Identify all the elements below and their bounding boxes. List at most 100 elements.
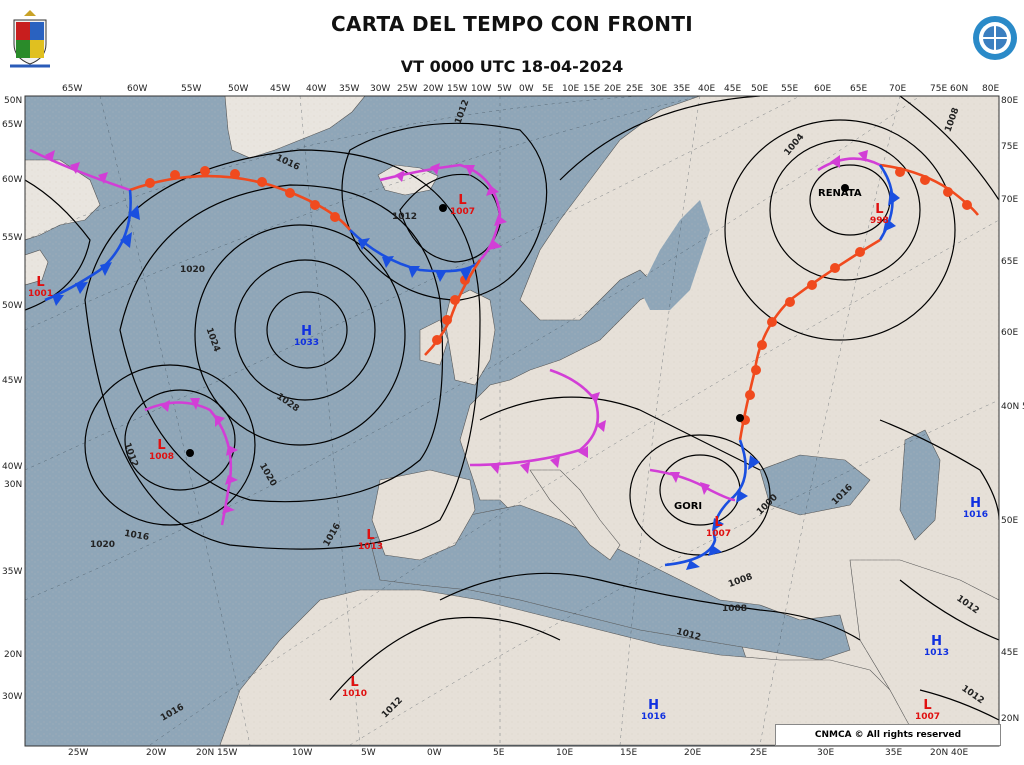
isobar-eu-1 <box>479 396 761 471</box>
tick-top: 55W <box>181 84 202 94</box>
pressure-center-low: L 1007 <box>450 193 476 217</box>
tick-top: 35W <box>339 84 360 94</box>
tick-top: 60E <box>814 84 832 94</box>
isobar-north-2 <box>899 96 999 201</box>
tick-left: 60W <box>2 175 23 185</box>
tick-top: 65E <box>850 84 868 94</box>
tick-bottom: 20N 40E <box>930 748 969 758</box>
tick-bottom: 15E <box>620 748 638 758</box>
tick-top: 80E <box>982 84 1000 94</box>
pressure-center-low: L 1010 <box>342 675 368 699</box>
tick-left: 20N <box>4 650 23 660</box>
tick-right: 50E <box>1001 516 1019 526</box>
tick-top: 50W <box>228 84 249 94</box>
pressure-center-high: H 1016 <box>963 496 989 520</box>
tick-left: 30W <box>2 692 23 702</box>
tick-top: 55E <box>781 84 799 94</box>
tick-bottom: 35E <box>885 748 903 758</box>
tick-right: 75E <box>1001 142 1019 152</box>
center-dots <box>186 184 849 457</box>
tick-left: 45W <box>2 376 23 386</box>
tick-bottom: 5E <box>493 748 505 758</box>
isobar-renata-2 <box>769 139 921 281</box>
isobar-low-ice-1 <box>399 173 501 263</box>
tick-left: 50N <box>4 96 23 106</box>
tick-right: 60E <box>1001 328 1019 338</box>
tick-bottom: 10E <box>556 748 574 758</box>
copyright-credit: CNMCA © All rights reserved <box>775 724 1001 746</box>
isobar-low-atl-1 <box>124 389 236 491</box>
tick-top: 15E <box>583 84 601 94</box>
tick-top: 70E <box>889 84 907 94</box>
isobar-low-ice-2 <box>341 122 548 301</box>
pressure-center-high: H 1013 <box>924 634 950 658</box>
tick-right: 80E <box>1001 96 1019 106</box>
tick-top: 25W <box>397 84 418 94</box>
pressure-center-low: L 1001 <box>28 275 54 299</box>
tick-left: 55W <box>2 233 23 243</box>
tick-bottom: 25E <box>750 748 768 758</box>
tick-left: 40W <box>2 462 23 472</box>
tick-top: 20E <box>604 84 622 94</box>
pressure-center-low-gori: L 1007 <box>706 515 732 539</box>
pressure-center-low: L 1013 <box>358 528 384 552</box>
front-occluded-3 <box>144 401 233 526</box>
land-masses <box>25 96 999 746</box>
tick-top: 10E <box>562 84 580 94</box>
tick-top: 5W <box>497 84 512 94</box>
tick-bottom: 30E <box>817 748 835 758</box>
front-occluded-2 <box>379 163 502 261</box>
isobar-high-3 <box>194 224 406 446</box>
map-valid-time: VT 0000 UTC 18-04-2024 <box>400 57 624 76</box>
isobar-eu-2 <box>439 572 861 641</box>
tick-bottom: 20E <box>684 748 702 758</box>
tick-right: 40N 55E <box>1001 402 1024 412</box>
pressure-center-low-renata: L 998 <box>870 202 889 226</box>
tick-left: 30N <box>4 480 23 490</box>
map-frame <box>24 95 1000 747</box>
air-force-crest-icon <box>10 10 50 68</box>
tick-top: 15W <box>447 84 468 94</box>
tick-top: 40W <box>306 84 327 94</box>
isobar-high-4 <box>119 184 444 503</box>
isobar-east-1 <box>879 419 999 521</box>
tick-top: 20W <box>423 84 444 94</box>
tick-top: 60W <box>127 84 148 94</box>
tick-top: 45W <box>270 84 291 94</box>
isobar-east-2 <box>899 579 999 641</box>
tick-left: 50W <box>2 301 23 311</box>
tick-top: 50E <box>751 84 769 94</box>
graticule <box>25 96 999 746</box>
tick-top: 5E <box>542 84 554 94</box>
meteorology-service-logo-icon <box>973 16 1017 60</box>
map-title: CARTA DEL TEMPO CON FRONTI <box>330 12 694 36</box>
tick-top: 25E <box>626 84 644 94</box>
tick-right: 70E <box>1001 195 1019 205</box>
tick-right: 45E <box>1001 648 1019 658</box>
tick-top: 40E <box>698 84 716 94</box>
tick-bottom: 5W <box>361 748 376 758</box>
storm-name-gori: GORI <box>674 501 703 512</box>
isobar-renata-3 <box>724 119 956 341</box>
tick-top: 65W <box>62 84 83 94</box>
storm-name-renata: RENATA <box>818 188 862 199</box>
tick-bottom: 20N 15W <box>196 748 238 758</box>
tick-bottom: 20W <box>146 748 167 758</box>
isobar-label: 1020 <box>90 540 116 550</box>
front-occluded-5 <box>817 157 881 172</box>
front-cold-2 <box>349 229 482 273</box>
tick-top: 10W <box>471 84 492 94</box>
isobar-label: 1008 <box>722 604 748 614</box>
pressure-center-low: L 1007 <box>915 698 941 722</box>
pressure-center-low: L 1008 <box>149 438 175 462</box>
pressure-center-high: H 1033 <box>294 324 320 348</box>
front-occluded-6 <box>649 468 736 502</box>
tick-bottom: 25W <box>68 748 89 758</box>
isobar-high-2 <box>234 259 376 401</box>
tick-bottom: 0W <box>427 748 442 758</box>
tick-top: 75E 60N <box>930 84 969 94</box>
isobars <box>25 96 999 721</box>
isobar-label: 1012 <box>392 212 418 222</box>
tick-right: 65E <box>1001 257 1019 267</box>
